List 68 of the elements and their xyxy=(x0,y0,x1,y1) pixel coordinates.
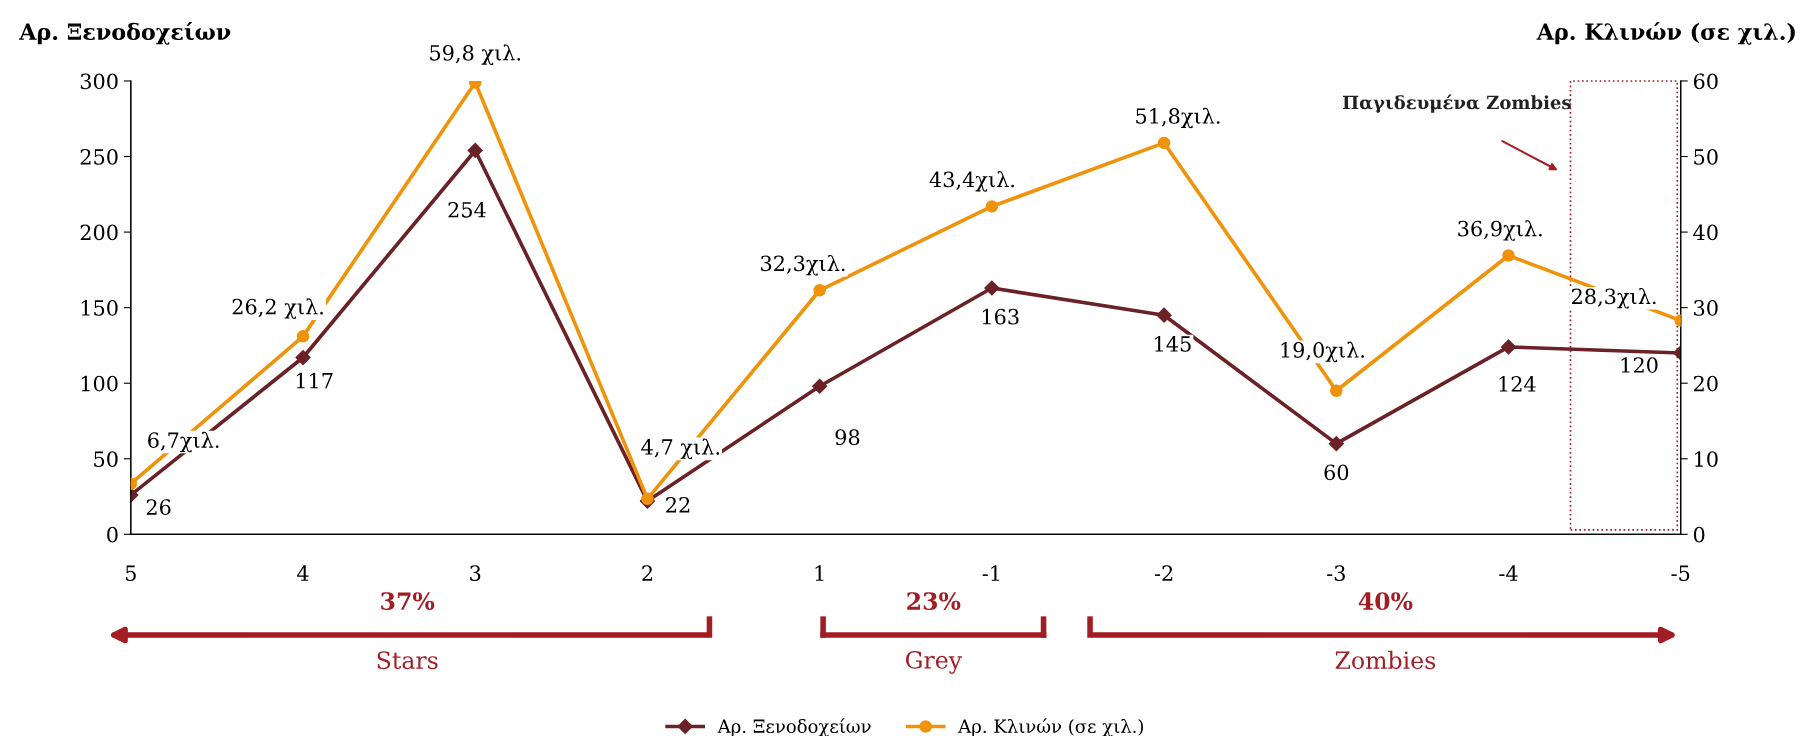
y-tick-label: 0 xyxy=(107,526,118,543)
data-label: 26 xyxy=(146,499,171,515)
y2-tick-label: 20 xyxy=(1693,375,1718,392)
data-label: 124 xyxy=(1499,376,1536,392)
data-label: 32,3χιλ. xyxy=(761,254,845,276)
text: 23% xyxy=(907,592,961,611)
data-label: 22 xyxy=(666,496,690,513)
data-label: 19,0χιλ. xyxy=(1281,341,1364,363)
data-label: 6,7χιλ. xyxy=(148,431,219,453)
point xyxy=(296,330,310,343)
data-label: 26,2 χιλ. xyxy=(232,298,323,319)
text: 40% xyxy=(1358,592,1413,611)
point xyxy=(467,142,483,159)
y2-tick-label: 60 xyxy=(1693,73,1718,90)
y-tick-label: 100 xyxy=(81,375,118,392)
point xyxy=(1500,339,1517,355)
point xyxy=(813,284,826,297)
y-tick-label: 150 xyxy=(81,300,118,316)
y-tick-label: 300 xyxy=(80,73,118,90)
point xyxy=(984,280,1000,296)
x-tick-label: -2 xyxy=(1154,565,1173,581)
x-tick-label: 3 xyxy=(470,565,481,582)
data-label: 163 xyxy=(982,308,1019,325)
legend-label: Αρ. Ξενοδοχείων xyxy=(717,718,871,736)
y2-tick-label: 10 xyxy=(1695,451,1718,467)
y2-axis-title: Αρ. Κλινών (σε χιλ.) xyxy=(1536,21,1795,45)
annotation: Παγιδευμένα Zombies xyxy=(1342,94,1571,113)
x-tick-label: 1 xyxy=(815,565,824,581)
data-label: 43,4χιλ. xyxy=(929,171,1014,192)
text: 37% xyxy=(381,592,435,611)
y2-tick-label: 50 xyxy=(1694,148,1718,165)
y-tick-label: 200 xyxy=(80,224,118,241)
y-axis-title: Αρ. Ξενοδοχείων xyxy=(19,21,231,45)
x-tick-label: -4 xyxy=(1499,565,1518,581)
data-label: 28,3χιλ. xyxy=(1571,287,1656,309)
x-tick-label: 4 xyxy=(297,565,309,581)
point xyxy=(812,378,828,394)
text: Grey xyxy=(905,650,962,674)
legend-label: Αρ. Κλινών (σε χιλ.) xyxy=(958,718,1144,736)
point xyxy=(1330,384,1343,398)
data-label: 117 xyxy=(296,372,333,389)
x-tick-label: 5 xyxy=(125,565,136,582)
point xyxy=(985,200,999,213)
data-label: 36,9χιλ. xyxy=(1458,220,1542,241)
data-label: 120 xyxy=(1621,357,1658,373)
x-tick-label: 2 xyxy=(642,565,653,581)
y2-tick-label: 0 xyxy=(1693,526,1705,543)
text: Zombies xyxy=(1335,650,1436,670)
data-label: 59,8 χιλ. xyxy=(430,44,521,65)
text: Stars xyxy=(377,651,438,670)
data-label: 145 xyxy=(1155,336,1191,352)
data-label: 98 xyxy=(835,429,860,446)
x-tick-label: -5 xyxy=(1671,565,1690,582)
point xyxy=(1157,136,1171,150)
data-label: 51,8χιλ. xyxy=(1136,107,1220,129)
point xyxy=(295,349,311,366)
x-tick-label: -3 xyxy=(1327,565,1345,582)
y-tick-label: 250 xyxy=(80,148,118,165)
data-label: 254 xyxy=(448,201,486,218)
point xyxy=(1502,249,1515,262)
x-tick-label: -1 xyxy=(982,565,1000,581)
point xyxy=(1156,307,1172,323)
point xyxy=(1328,436,1344,452)
y-tick-label: 50 xyxy=(94,451,118,467)
data-label: 4,7 χιλ. xyxy=(641,438,720,460)
y2-tick-label: 30 xyxy=(1694,300,1718,316)
y2-tick-label: 40 xyxy=(1693,224,1718,241)
data-label: 60 xyxy=(1324,464,1349,481)
